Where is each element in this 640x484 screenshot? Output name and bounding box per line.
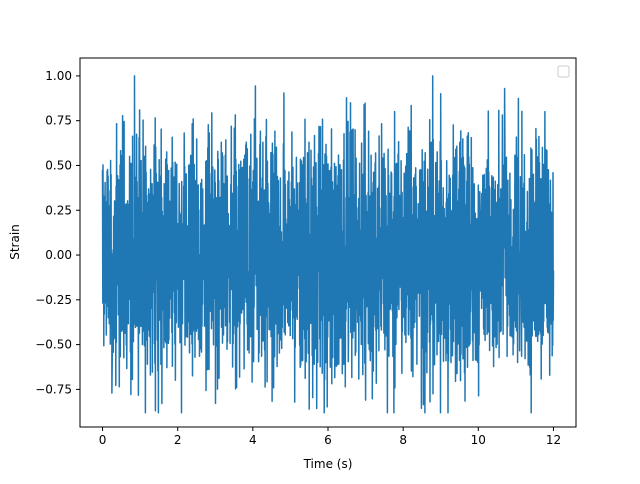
x-tick-label: 10 [471,433,486,447]
y-tick-label: 1.00 [45,69,72,83]
series-line [101,75,555,414]
y-tick-label: −0.25 [35,293,72,307]
legend-box [557,65,570,78]
y-tick-label: 0.50 [45,158,72,172]
x-tick-label: 8 [399,433,407,447]
y-tick-label: 0.75 [45,114,72,128]
y-tick-label: −0.50 [35,338,72,352]
x-tick-label: 4 [249,433,257,447]
x-tick-label: 0 [99,433,107,447]
y-tick-label: −0.75 [35,382,72,396]
y-tick-label: 0.25 [45,203,72,217]
plot-lines [101,75,555,414]
y-tick-label: 0.00 [45,248,72,262]
y-axis-label: Strain [8,224,22,260]
x-tick-label: 2 [174,433,182,447]
x-tick-label: 6 [324,433,332,447]
axes: 0 2 4 6 8 10 12 −0.75 −0.50 −0.25 0.00 0.25 0.50 0.75… [35,57,577,447]
x-tick-label: 12 [546,433,561,447]
x-axis-label: Time (s) [303,457,353,471]
